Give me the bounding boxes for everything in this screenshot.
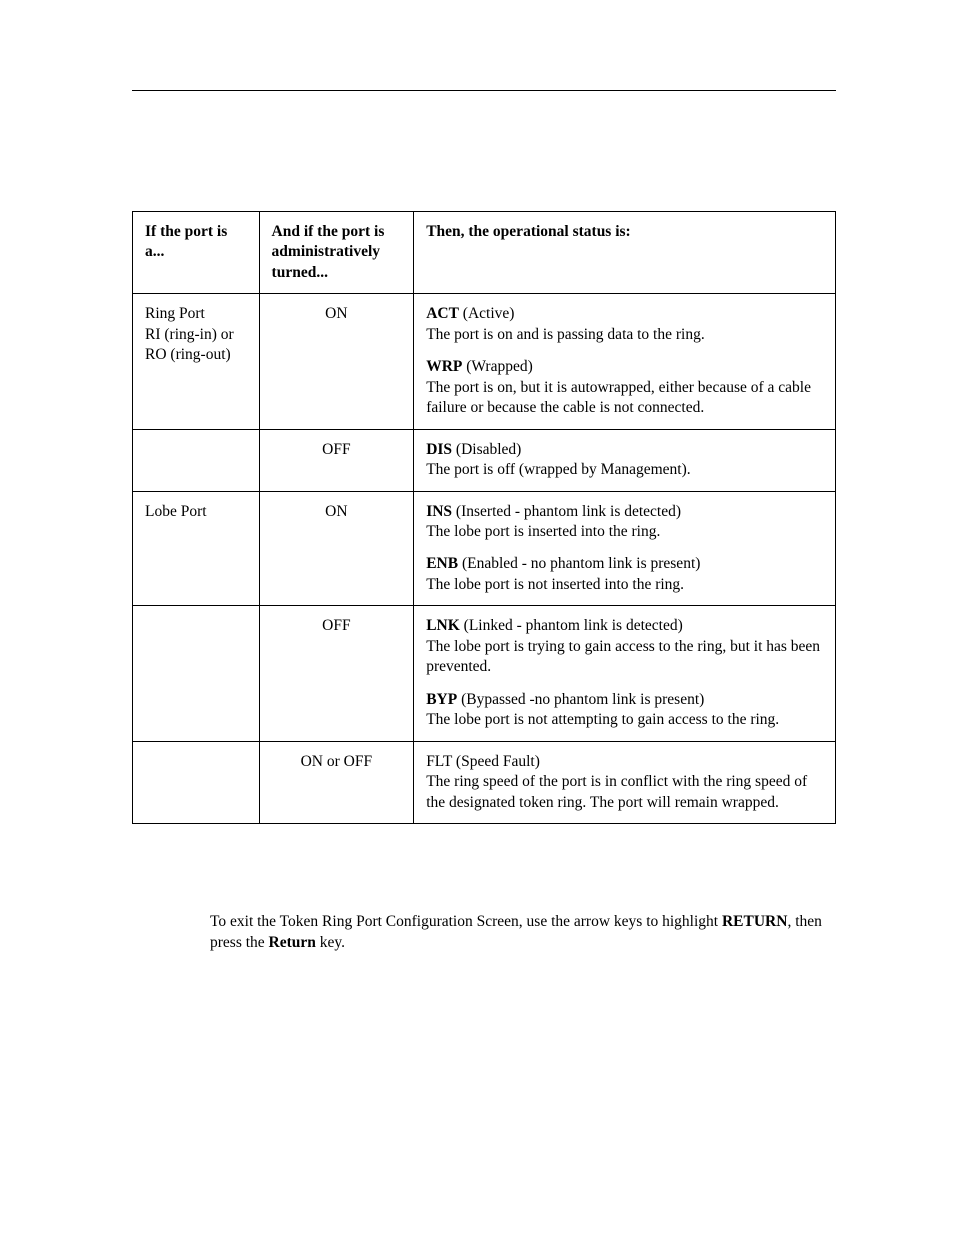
status-heading: ACT (Active): [426, 304, 823, 324]
table-row: ON or OFFFLT (Speed Fault)The ring speed…: [133, 741, 836, 823]
status-description: The lobe port is inserted into the ring.: [426, 522, 823, 542]
table-row: Ring PortRI (ring-in) orRO (ring-out)ON A…: [133, 294, 836, 429]
status-heading: BYP (Bypassed -no phantom link is presen…: [426, 690, 823, 710]
status-heading: WRP (Wrapped): [426, 357, 823, 377]
cell-admin-state: OFF: [259, 606, 414, 741]
status-expansion: (Wrapped): [462, 358, 532, 375]
status-expansion: (Linked - phantom link is detected): [460, 617, 683, 634]
header-admin-state: And if the port is administratively turn…: [259, 212, 414, 294]
status-expansion: (Active): [459, 305, 515, 322]
status-code: ACT: [426, 305, 459, 322]
exit-instructions: To exit the Token Ring Port Configuratio…: [210, 912, 836, 954]
header-rule: [132, 90, 836, 91]
status-description: The lobe port is not attempting to gain …: [426, 710, 823, 730]
status-block: LNK (Linked - phantom link is detected)T…: [426, 616, 823, 677]
cell-port-type: Ring PortRI (ring-in) orRO (ring-out): [133, 294, 260, 429]
table-body: Ring PortRI (ring-in) orRO (ring-out)ONA…: [133, 294, 836, 824]
status-code: BYP: [426, 691, 457, 708]
status-code: WRP: [426, 358, 462, 375]
status-description: The port is off (wrapped by Management).: [426, 460, 823, 480]
cell-port-type: [133, 606, 260, 741]
return-key: Return: [269, 934, 316, 951]
cell-operational-status: ACT (Active)The port is on and is passin…: [414, 294, 836, 429]
status-block: ENB (Enabled - no phantom link is presen…: [426, 554, 823, 595]
status-expansion: (Speed Fault): [452, 753, 540, 770]
status-description: The port is on and is passing data to th…: [426, 325, 823, 345]
status-description: The port is on, but it is autowrapped, e…: [426, 378, 823, 419]
status-block: BYP (Bypassed -no phantom link is presen…: [426, 690, 823, 731]
status-heading: INS (Inserted - phantom link is detected…: [426, 502, 823, 522]
exit-text-post: key.: [316, 934, 345, 951]
header-port-type: If the port is a...: [133, 212, 260, 294]
cell-operational-status: DIS (Disabled)The port is off (wrapped b…: [414, 429, 836, 491]
status-heading: DIS (Disabled): [426, 440, 823, 460]
table-row: OFFDIS (Disabled)The port is off (wrappe…: [133, 429, 836, 491]
cell-admin-state: OFF: [259, 429, 414, 491]
status-description: The lobe port is not inserted into the r…: [426, 575, 823, 595]
status-block: DIS (Disabled)The port is off (wrapped b…: [426, 440, 823, 481]
exit-text-pre: To exit the Token Ring Port Configuratio…: [210, 913, 722, 930]
cell-admin-state: ON or OFF: [259, 741, 414, 823]
port-status-table: If the port is a... And if the port is a…: [132, 211, 836, 824]
status-expansion: (Bypassed -no phantom link is present): [457, 691, 704, 708]
return-keyword: RETURN: [722, 913, 787, 930]
page: If the port is a... And if the port is a…: [0, 0, 954, 954]
cell-operational-status: LNK (Linked - phantom link is detected)T…: [414, 606, 836, 741]
status-heading: LNK (Linked - phantom link is detected): [426, 616, 823, 636]
status-heading: FLT (Speed Fault): [426, 752, 823, 772]
cell-port-type: [133, 741, 260, 823]
status-description: The lobe port is trying to gain access t…: [426, 637, 823, 678]
status-block: INS (Inserted - phantom link is detected…: [426, 502, 823, 543]
status-description: The ring speed of the port is in conflic…: [426, 772, 823, 813]
cell-operational-status: INS (Inserted - phantom link is detected…: [414, 491, 836, 606]
status-code: FLT: [426, 753, 452, 770]
status-code: ENB: [426, 555, 458, 572]
status-heading: ENB (Enabled - no phantom link is presen…: [426, 554, 823, 574]
cell-port-type: Lobe Port: [133, 491, 260, 606]
status-block: ACT (Active)The port is on and is passin…: [426, 304, 823, 345]
cell-operational-status: FLT (Speed Fault)The ring speed of the p…: [414, 741, 836, 823]
status-code: DIS: [426, 441, 452, 458]
table-header-row: If the port is a... And if the port is a…: [133, 212, 836, 294]
status-expansion: (Enabled - no phantom link is present): [458, 555, 700, 572]
status-block: FLT (Speed Fault)The ring speed of the p…: [426, 752, 823, 813]
status-code: INS: [426, 503, 452, 520]
status-expansion: (Inserted - phantom link is detected): [452, 503, 681, 520]
cell-admin-state: ON: [259, 491, 414, 606]
header-operational-status: Then, the operational status is:: [414, 212, 836, 294]
table-row: Lobe PortON INS (Inserted - phantom link …: [133, 491, 836, 606]
cell-port-type: [133, 429, 260, 491]
status-block: WRP (Wrapped)The port is on, but it is a…: [426, 357, 823, 418]
cell-admin-state: ON: [259, 294, 414, 429]
status-expansion: (Disabled): [452, 441, 521, 458]
table-row: OFFLNK (Linked - phantom link is detecte…: [133, 606, 836, 741]
status-code: LNK: [426, 617, 460, 634]
